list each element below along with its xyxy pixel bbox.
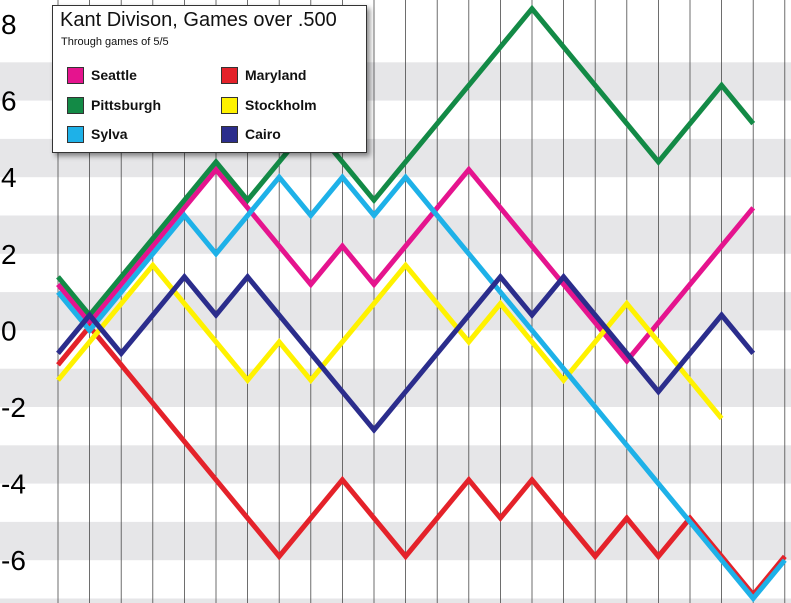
series-lines (56, 4, 787, 603)
grid-band (0, 598, 791, 603)
chart-subtitle: Through games of 5/5 (61, 36, 169, 48)
legend-entry-pittsburgh: Pittsburgh (67, 95, 161, 115)
legend-label-stockholm: Stockholm (245, 97, 317, 113)
legend-swatch-cairo (221, 125, 238, 143)
legend: Kant Divison, Games over .500 Through ga… (52, 5, 367, 153)
legend-label-pittsburgh: Pittsburgh (91, 97, 161, 113)
series-line-maryland (56, 322, 787, 599)
legend-entry-sylva: Sylva (67, 124, 128, 144)
y-tick-label: 0 (1, 315, 17, 346)
y-axis-ticks: 8 6 4 2 0 -2 -4 -6 (1, 9, 26, 576)
legend-entry-maryland: Maryland (221, 65, 306, 85)
y-tick-label: -2 (1, 392, 26, 423)
legend-label-seattle: Seattle (91, 67, 137, 83)
y-tick-label: 8 (1, 9, 17, 40)
y-tick-label: 4 (1, 162, 17, 193)
legend-swatch-pittsburgh (67, 96, 84, 114)
legend-entry-stockholm: Stockholm (221, 95, 317, 115)
y-tick-label: -4 (1, 469, 26, 500)
legend-swatch-stockholm (221, 96, 238, 114)
series-line-pittsburgh (56, 4, 756, 320)
y-tick-label: -6 (1, 545, 26, 576)
legend-swatch-sylva (67, 125, 84, 143)
legend-entry-cairo: Cairo (221, 124, 281, 144)
grid-band (0, 215, 791, 254)
series-line-stockholm (56, 261, 724, 421)
grid-band (0, 445, 791, 484)
legend-label-cairo: Cairo (245, 126, 281, 142)
chart-title: Kant Divison, Games over .500 (60, 9, 337, 31)
legend-label-sylva: Sylva (91, 126, 128, 142)
series-line-cairo (56, 272, 756, 434)
legend-swatch-maryland (221, 66, 238, 84)
legend-entry-seattle: Seattle (67, 65, 137, 85)
y-tick-label: 2 (1, 239, 17, 270)
y-tick-label: 6 (1, 86, 17, 117)
legend-swatch-seattle (67, 66, 84, 84)
series-line-sylva (56, 173, 787, 603)
legend-label-maryland: Maryland (245, 67, 307, 83)
series-line-seattle (56, 165, 756, 365)
